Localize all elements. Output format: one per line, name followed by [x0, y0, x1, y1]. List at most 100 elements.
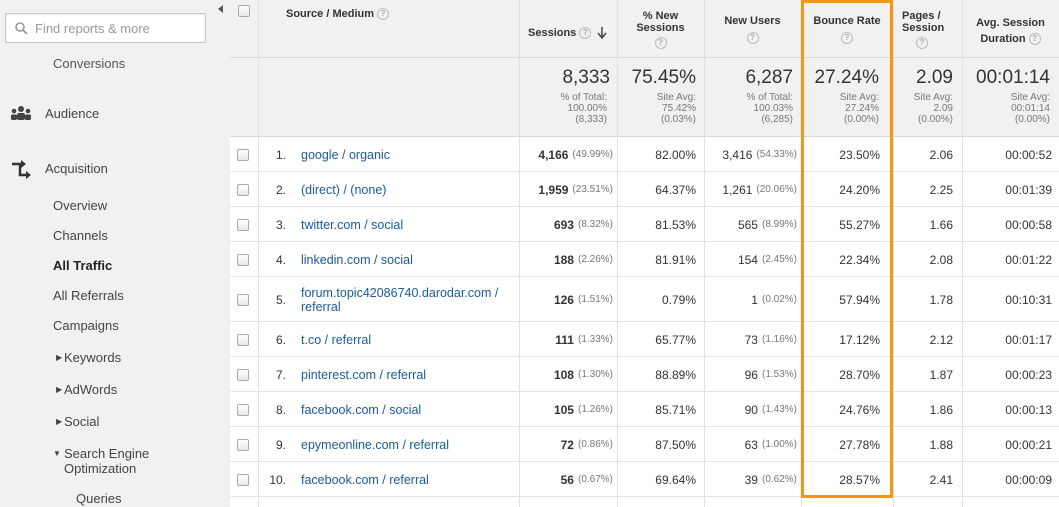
- row-checkbox[interactable]: [237, 293, 249, 306]
- avg-duration-cell: 00:00:58: [1005, 217, 1052, 232]
- source-medium-link[interactable]: t.co / referral: [301, 332, 372, 347]
- source-medium-link[interactable]: epymeonline.com / referral: [301, 437, 449, 452]
- new-sessions-cell: 87.50%: [655, 437, 696, 452]
- sidebar-item-label: Search Engine Optimization: [64, 446, 149, 476]
- help-icon[interactable]: ?: [1028, 33, 1041, 46]
- row-number: 7.: [275, 367, 286, 382]
- source-medium-link[interactable]: linkedin.com / social: [301, 252, 413, 267]
- avg-duration-cell: 00:00:23: [1005, 367, 1052, 382]
- row-number: 10.: [269, 472, 286, 487]
- row-checkbox[interactable]: [237, 333, 249, 346]
- avg-duration-cell: 00:01:39: [1005, 182, 1052, 197]
- sessions-cell: 4,166 (49.99%): [538, 147, 613, 162]
- sidebar-item-overview[interactable]: Overview: [53, 198, 107, 213]
- sidebar-item-label: Queries: [76, 491, 122, 506]
- new-sessions-cell: 88.89%: [655, 367, 696, 382]
- new-users-cell: 96 (1.53%): [744, 367, 797, 382]
- sidebar-item-all-referrals[interactable]: All Referrals: [53, 288, 124, 303]
- help-icon[interactable]: ?: [654, 37, 667, 49]
- row-checkbox[interactable]: [237, 438, 249, 451]
- total-bounce-rate: 27.24%: [814, 67, 879, 88]
- source-medium-link[interactable]: facebook.com / social: [301, 402, 422, 417]
- sidebar-section-audience[interactable]: Audience: [45, 106, 99, 121]
- help-icon[interactable]: ?: [841, 32, 853, 44]
- column-header-pages-session[interactable]: Pages / Session?: [902, 10, 945, 49]
- table-row: 1. google / organic 4,166 (49.99%) 82.00% 3,4…: [230, 137, 1059, 172]
- column-header-avg-session-duration[interactable]: Avg. Session Duration ?: [976, 17, 1045, 46]
- bounce-rate-cell: 55.27%: [839, 217, 880, 232]
- sidebar: Conversions Audience Acquisition Overvie…: [0, 0, 230, 507]
- source-medium-link[interactable]: forum.topic42086740.darodar.com / referra…: [301, 285, 499, 314]
- sidebar-item-queries[interactable]: Queries: [76, 491, 122, 506]
- column-header-sessions[interactable]: Sessions ?: [528, 27, 608, 40]
- sidebar-item-campaigns[interactable]: Campaigns: [53, 318, 119, 333]
- new-users-cell: 73 (1.16%): [744, 332, 797, 347]
- row-checkbox[interactable]: [237, 183, 249, 196]
- new-sessions-cell: 69.64%: [655, 472, 696, 487]
- sidebar-item-adwords[interactable]: ▶ AdWords: [56, 382, 117, 397]
- search-input[interactable]: [35, 20, 200, 36]
- row-number: 8.: [275, 402, 286, 417]
- avg-duration-cell: 00:01:17: [1005, 332, 1052, 347]
- column-header-bounce-rate[interactable]: Bounce Rate?: [813, 15, 881, 44]
- sidebar-item-label: AdWords: [64, 382, 118, 397]
- sidebar-item-all-traffic[interactable]: All Traffic: [53, 258, 112, 273]
- new-users-cell: 154 (2.45%): [737, 252, 797, 267]
- total-new-users-sub: % of Total: 100.03% (6,285): [746, 92, 793, 125]
- seo-label-line1: Search Engine: [64, 446, 150, 461]
- new-users-cell: 1 (0.02%): [751, 292, 797, 307]
- source-medium-link[interactable]: (direct) / (none): [301, 182, 387, 197]
- sidebar-section-acquisition[interactable]: Acquisition: [45, 161, 108, 176]
- report-table: Source / Medium ? Sessions ? % New Sessio…: [230, 0, 1059, 507]
- help-icon[interactable]: ?: [579, 27, 592, 40]
- new-sessions-cell: 65.77%: [655, 332, 696, 347]
- sidebar-item-conversions[interactable]: Conversions: [53, 56, 125, 71]
- row-number: 3.: [275, 217, 286, 232]
- row-checkbox[interactable]: [237, 368, 249, 381]
- column-header-new-users[interactable]: New Users?: [724, 15, 781, 44]
- source-medium-link[interactable]: google / organic: [301, 147, 390, 162]
- totals-row: [230, 58, 1059, 137]
- row-checkbox[interactable]: [237, 218, 249, 231]
- source-medium-link[interactable]: twitter.com / social: [301, 217, 404, 232]
- seo-label-line2: Optimization: [64, 461, 137, 476]
- sidebar-item-seo[interactable]: ▼ Search Engine Optimization: [53, 446, 149, 476]
- sidebar-item-label: Campaigns: [53, 318, 119, 333]
- sort-descending-icon[interactable]: [597, 27, 608, 40]
- total-sessions: 8,333: [562, 67, 610, 88]
- sidebar-item-label: Channels: [53, 228, 108, 243]
- table-row: 10. facebook.com / referral 56 (0.67%) 69.64…: [230, 462, 1059, 497]
- row-checkbox[interactable]: [237, 403, 249, 416]
- bounce-rate-cell: 57.94%: [839, 292, 880, 307]
- sidebar-item-label: All Referrals: [53, 288, 124, 303]
- sessions-cell: 1,959 (23.51%): [538, 182, 613, 197]
- row-checkbox[interactable]: [237, 148, 249, 161]
- help-icon[interactable]: ?: [377, 8, 390, 21]
- select-all-checkbox[interactable]: [238, 5, 250, 17]
- sessions-cell: 56 (0.67%): [560, 472, 613, 487]
- sessions-cell: 108 (1.30%): [553, 367, 613, 382]
- pages-session-cell: 1.88: [929, 437, 953, 452]
- collapse-sidebar-icon[interactable]: [214, 0, 228, 18]
- column-header-source-medium[interactable]: Source / Medium ?: [286, 8, 390, 21]
- search-box[interactable]: [5, 13, 206, 43]
- sidebar-item-social[interactable]: ▶ Social: [56, 414, 99, 429]
- total-avg-duration-sub: Site Avg: 00:01:14 (0.00%): [1010, 92, 1050, 125]
- audience-icon: [11, 106, 31, 120]
- sessions-cell: 105 (1.26%): [553, 402, 613, 417]
- source-medium-link[interactable]: facebook.com / referral: [301, 472, 429, 487]
- new-sessions-cell: 85.71%: [655, 402, 696, 417]
- sidebar-item-keywords[interactable]: ▶ Keywords: [56, 350, 121, 365]
- column-header-new-sessions[interactable]: % New Sessions?: [636, 10, 685, 49]
- help-icon[interactable]: ?: [746, 32, 759, 44]
- row-checkbox[interactable]: [237, 253, 249, 266]
- sidebar-item-label: Keywords: [64, 350, 122, 365]
- avg-duration-cell: 00:00:21: [1005, 437, 1052, 452]
- sidebar-item-label: All Traffic: [53, 258, 113, 273]
- sidebar-item-channels[interactable]: Channels: [53, 228, 108, 243]
- new-users-cell: 3,416 (54.33%): [722, 147, 797, 162]
- source-medium-link[interactable]: pinterest.com / referral: [301, 367, 427, 382]
- help-icon[interactable]: ?: [916, 37, 928, 49]
- caret-right-icon: ▶: [56, 353, 63, 362]
- row-checkbox[interactable]: [237, 473, 249, 486]
